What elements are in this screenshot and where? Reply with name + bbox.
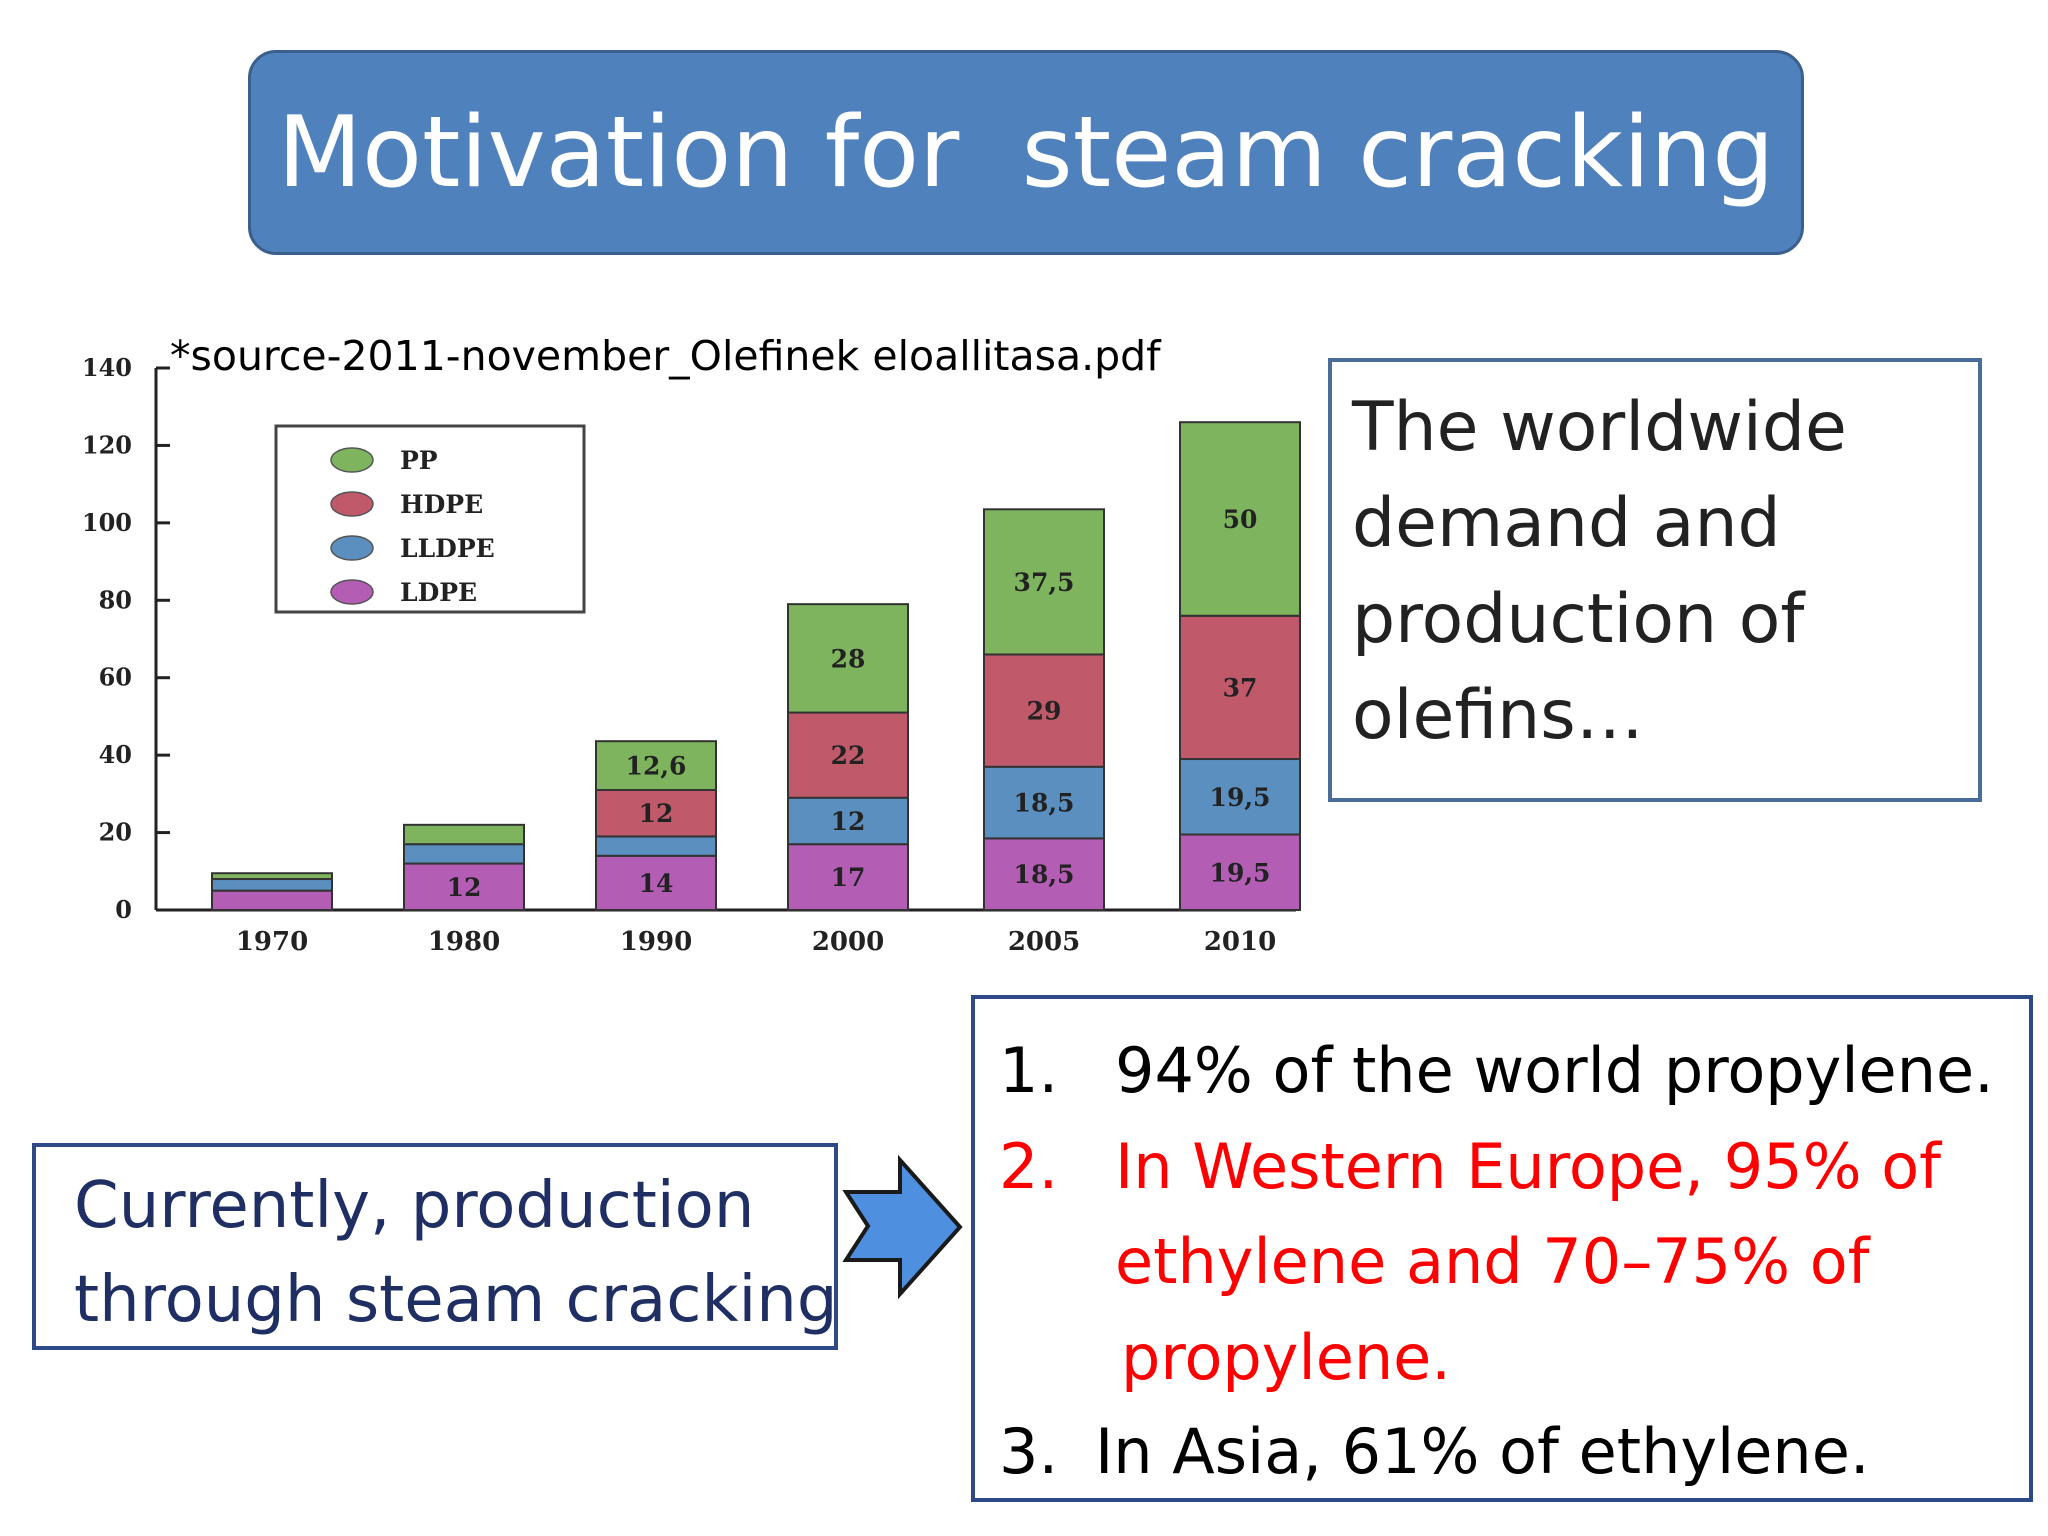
y-tick-label: 0 bbox=[115, 895, 132, 924]
data-label: 29 bbox=[1027, 697, 1062, 726]
bar-segment-pp bbox=[983, 508, 1105, 656]
legend-label: HDPE bbox=[400, 490, 483, 519]
legend-label: LDPE bbox=[400, 578, 477, 607]
statistics-list-box: 1. 94% of the world propylene. 2. In Wes… bbox=[971, 995, 2033, 1502]
bar-segment-hdpe bbox=[787, 711, 909, 799]
demand-line: demand and bbox=[1352, 484, 1781, 563]
data-label: 37,5 bbox=[1014, 568, 1075, 597]
legend-swatch bbox=[330, 579, 374, 605]
demand-line: The worldwide bbox=[1352, 388, 1847, 467]
y-tick-label: 20 bbox=[99, 818, 132, 847]
data-label: 12 bbox=[639, 799, 674, 828]
data-label: 12,6 bbox=[626, 752, 687, 781]
data-label: 18,5 bbox=[1014, 860, 1075, 889]
bar-segment-ldpe bbox=[787, 843, 909, 911]
bar-segment-pp bbox=[787, 603, 909, 714]
demand-line: production of bbox=[1352, 580, 1805, 659]
list-text: ethylene and 70–75% of bbox=[1115, 1225, 1870, 1298]
bar-segment-pp bbox=[403, 823, 525, 846]
data-label: 18,5 bbox=[1014, 789, 1075, 818]
list-text: 94% of the world propylene. bbox=[1115, 1034, 1994, 1107]
data-label: 14 bbox=[639, 869, 674, 898]
bar-segment-ldpe bbox=[1179, 833, 1301, 911]
data-label: 37 bbox=[1223, 673, 1258, 702]
production-line: through steam cracking bbox=[74, 1263, 838, 1337]
bar-segment-pp bbox=[1179, 421, 1301, 617]
source-note: *source-2011-november_Olefinek eloallita… bbox=[170, 332, 1161, 380]
list-text: In Western Europe, 95% of bbox=[1115, 1130, 1941, 1203]
y-tick-label: 100 bbox=[82, 508, 132, 537]
data-label: 19,5 bbox=[1210, 783, 1271, 812]
bar-segment-lldpe bbox=[211, 878, 333, 892]
legend-swatch bbox=[330, 447, 374, 473]
y-tick-label: 80 bbox=[99, 585, 132, 614]
y-tick-label: 120 bbox=[82, 430, 132, 459]
list-item-continued: ethylene and 70–75% of bbox=[1115, 1214, 1869, 1310]
bar-segment-ldpe bbox=[211, 889, 333, 912]
block-arrow-right-icon bbox=[842, 1154, 963, 1300]
x-tick-label: 1970 bbox=[236, 927, 308, 957]
x-tick-label: 2010 bbox=[1204, 927, 1276, 957]
demand-text-box: The worldwide demand and production of o… bbox=[1328, 358, 1982, 802]
production-text-box: Currently, production through steam crac… bbox=[32, 1143, 838, 1350]
bar-segment-ldpe bbox=[983, 837, 1105, 911]
bar-segment-lldpe bbox=[983, 765, 1105, 840]
data-label: 28 bbox=[831, 644, 866, 673]
y-tick-label: 60 bbox=[99, 663, 132, 692]
legend-swatch bbox=[330, 535, 374, 561]
production-line: Currently, production bbox=[74, 1169, 755, 1243]
bar-segment-pp bbox=[595, 740, 717, 791]
slide-title: Motivation for steam cracking bbox=[277, 95, 1775, 210]
list-number: 1. bbox=[999, 1034, 1059, 1107]
list-number: 3. bbox=[999, 1415, 1059, 1488]
title-banner: Motivation for steam cracking bbox=[248, 50, 1804, 255]
list-item-continued: propylene. bbox=[1121, 1310, 1451, 1406]
bar-segment-lldpe bbox=[787, 796, 909, 846]
legend-swatch bbox=[330, 491, 374, 517]
data-label: 19,5 bbox=[1210, 858, 1271, 887]
list-text: propylene. bbox=[1121, 1321, 1451, 1394]
list-text: In Asia, 61% of ethylene. bbox=[1095, 1415, 1870, 1488]
x-tick-label: 2005 bbox=[1008, 927, 1080, 957]
bar-segment-lldpe bbox=[403, 843, 525, 865]
x-tick-label: 2000 bbox=[812, 927, 884, 957]
x-tick-label: 1980 bbox=[428, 927, 500, 957]
legend-box bbox=[274, 424, 586, 614]
bar-segment-hdpe bbox=[983, 653, 1105, 768]
legend-label: LLDPE bbox=[400, 534, 495, 563]
bar-segment-lldpe bbox=[595, 835, 717, 857]
legend-label: PP bbox=[400, 446, 438, 475]
y-tick-label: 140 bbox=[82, 353, 132, 382]
y-tick-label: 40 bbox=[99, 740, 132, 769]
bar-segment-hdpe bbox=[595, 788, 717, 838]
data-label: 50 bbox=[1223, 505, 1258, 534]
list-number: 2. bbox=[999, 1130, 1059, 1203]
data-label: 12 bbox=[447, 873, 482, 902]
stacked-bar-chart: 0 20 40 60 80 100 120 140 1970 12 1980 14 12 12,6 1990… bbox=[82, 353, 1301, 957]
x-tick-label: 1990 bbox=[620, 927, 692, 957]
demand-line: olefins… bbox=[1352, 676, 1644, 755]
data-label: 17 bbox=[831, 863, 866, 892]
data-label: 22 bbox=[831, 741, 866, 770]
data-label: 12 bbox=[831, 807, 866, 836]
bar-segment-pp bbox=[211, 872, 333, 881]
